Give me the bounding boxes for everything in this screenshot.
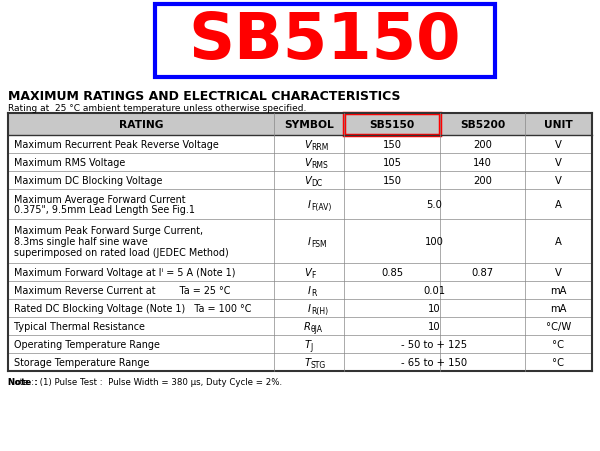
Text: V: V: [304, 158, 311, 168]
Text: 105: 105: [382, 158, 401, 168]
Text: V: V: [555, 175, 562, 186]
Text: Rated DC Blocking Voltage (Note 1)   Ta = 100 °C: Rated DC Blocking Voltage (Note 1) Ta = …: [14, 304, 251, 313]
Text: V: V: [555, 158, 562, 168]
Text: DC: DC: [311, 179, 322, 188]
Text: 8.3ms single half sine wave: 8.3ms single half sine wave: [14, 236, 148, 246]
Text: I: I: [308, 199, 311, 210]
Text: mA: mA: [550, 304, 566, 313]
Text: 0.87: 0.87: [472, 267, 494, 277]
Text: F: F: [311, 271, 315, 279]
Bar: [8, 114, 592, 136]
Text: SYMBOL: SYMBOL: [284, 120, 334, 130]
Text: V: V: [304, 175, 311, 186]
Text: A: A: [555, 199, 562, 210]
Text: I: I: [308, 304, 311, 313]
Text: J: J: [311, 342, 313, 351]
Text: °C/W: °C/W: [546, 321, 571, 331]
Text: 0.375", 9.5mm Lead Length See Fig.1: 0.375", 9.5mm Lead Length See Fig.1: [14, 205, 195, 215]
Text: A: A: [555, 236, 562, 246]
Text: 10: 10: [428, 321, 440, 331]
Text: 150: 150: [382, 140, 401, 150]
Text: superimposed on rated load (JEDEC Method): superimposed on rated load (JEDEC Method…: [14, 248, 229, 258]
Text: R: R: [304, 321, 311, 331]
Text: θJA: θJA: [311, 324, 323, 333]
Text: Maximum Recurrent Peak Reverse Voltage: Maximum Recurrent Peak Reverse Voltage: [14, 140, 219, 150]
Text: Maximum Forward Voltage at Iⁱ = 5 A (Note 1): Maximum Forward Voltage at Iⁱ = 5 A (Not…: [14, 267, 235, 277]
Text: Storage Temperature Range: Storage Temperature Range: [14, 357, 149, 367]
Text: Rating at  25 °C ambient temperature unless otherwise specified.: Rating at 25 °C ambient temperature unle…: [8, 104, 307, 113]
Text: MAXIMUM RATINGS AND ELECTRICAL CHARACTERISTICS: MAXIMUM RATINGS AND ELECTRICAL CHARACTER…: [8, 90, 401, 103]
Text: I: I: [308, 285, 311, 295]
Text: Note :  (1) Pulse Test :  Pulse Width = 380 μs, Duty Cycle = 2%.: Note : (1) Pulse Test : Pulse Width = 38…: [8, 377, 282, 386]
Text: V: V: [555, 267, 562, 277]
Text: RMS: RMS: [311, 161, 328, 170]
Text: V: V: [304, 267, 311, 277]
Text: R: R: [311, 288, 316, 297]
Text: Typical Thermal Resistance: Typical Thermal Resistance: [14, 321, 145, 331]
Text: - 65 to + 150: - 65 to + 150: [401, 357, 467, 367]
Text: V: V: [555, 140, 562, 150]
Text: 140: 140: [473, 158, 492, 168]
Text: 150: 150: [382, 175, 401, 186]
Text: RRM: RRM: [311, 143, 328, 152]
Text: V: V: [304, 140, 311, 150]
Text: 0.85: 0.85: [381, 267, 403, 277]
Text: FSM: FSM: [311, 239, 326, 249]
Text: Note :: Note :: [8, 377, 41, 386]
Text: RATING: RATING: [119, 120, 163, 130]
Text: T: T: [305, 357, 311, 367]
Text: Maximum DC Blocking Voltage: Maximum DC Blocking Voltage: [14, 175, 163, 186]
Text: - 50 to + 125: - 50 to + 125: [401, 339, 467, 349]
Text: 0.01: 0.01: [423, 285, 445, 295]
Bar: [155, 5, 495, 78]
Text: T: T: [305, 339, 311, 349]
Text: 5.0: 5.0: [427, 199, 442, 210]
Text: Maximum Reverse Current at        Ta = 25 °C: Maximum Reverse Current at Ta = 25 °C: [14, 285, 230, 295]
Text: 200: 200: [473, 140, 492, 150]
Text: mA: mA: [550, 285, 566, 295]
Text: Operating Temperature Range: Operating Temperature Range: [14, 339, 160, 349]
Text: SB5150: SB5150: [189, 10, 461, 72]
Text: °C: °C: [553, 357, 565, 367]
Text: 100: 100: [425, 236, 444, 246]
Text: Maximum RMS Voltage: Maximum RMS Voltage: [14, 158, 125, 168]
Text: Maximum Peak Forward Surge Current,: Maximum Peak Forward Surge Current,: [14, 226, 203, 235]
Text: STG: STG: [311, 360, 326, 369]
Text: I: I: [308, 236, 311, 246]
Text: SB5200: SB5200: [460, 120, 505, 130]
Text: UNIT: UNIT: [544, 120, 573, 130]
Text: R(H): R(H): [311, 306, 328, 315]
Bar: [344, 114, 440, 136]
Text: Maximum Average Forward Current: Maximum Average Forward Current: [14, 194, 185, 205]
Text: 10: 10: [428, 304, 440, 313]
Text: F(AV): F(AV): [311, 202, 331, 212]
Text: SB5150: SB5150: [370, 120, 415, 130]
Text: 200: 200: [473, 175, 492, 186]
Text: °C: °C: [553, 339, 565, 349]
